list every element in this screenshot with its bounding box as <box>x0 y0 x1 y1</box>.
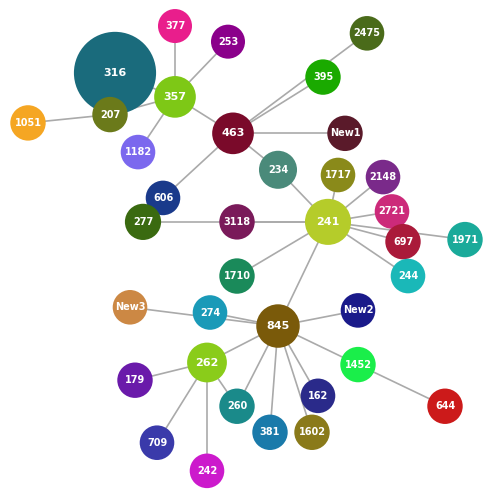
Text: 260: 260 <box>227 401 247 411</box>
Point <box>314 392 322 400</box>
Point <box>233 402 241 410</box>
Text: 395: 395 <box>313 72 333 82</box>
Point <box>334 171 342 179</box>
Point <box>134 148 142 156</box>
Text: 1051: 1051 <box>14 118 42 128</box>
Text: 381: 381 <box>260 428 280 438</box>
Text: 262: 262 <box>195 358 219 368</box>
Point <box>324 218 332 226</box>
Text: 242: 242 <box>197 466 217 476</box>
Text: New1: New1 <box>330 128 360 138</box>
Text: 162: 162 <box>308 391 328 401</box>
Text: 606: 606 <box>153 193 173 203</box>
Point <box>203 358 211 366</box>
Text: 244: 244 <box>398 271 418 281</box>
Text: 1182: 1182 <box>124 147 152 157</box>
Point <box>274 322 282 330</box>
Point <box>106 110 114 118</box>
Point <box>308 428 316 436</box>
Text: 2148: 2148 <box>369 172 397 182</box>
Point <box>388 208 396 216</box>
Point <box>159 194 167 202</box>
Point <box>171 22 179 30</box>
Point <box>379 173 387 181</box>
Point <box>206 308 214 316</box>
Text: 241: 241 <box>316 217 339 227</box>
Text: New3: New3 <box>115 302 145 312</box>
Point <box>319 73 327 81</box>
Point <box>274 166 282 174</box>
Text: New2: New2 <box>343 306 373 316</box>
Point <box>111 69 119 77</box>
Text: 1710: 1710 <box>224 271 250 281</box>
Point <box>126 304 134 312</box>
Point <box>399 238 407 246</box>
Point <box>266 428 274 436</box>
Text: 2721: 2721 <box>379 206 406 216</box>
Point <box>354 306 362 314</box>
Point <box>203 467 211 475</box>
Point <box>139 218 147 226</box>
Point <box>461 236 469 244</box>
Text: 1971: 1971 <box>451 234 479 244</box>
Text: 179: 179 <box>125 375 145 385</box>
Text: 234: 234 <box>268 165 288 175</box>
Text: 1602: 1602 <box>299 428 326 438</box>
Text: 274: 274 <box>200 308 220 318</box>
Point <box>341 130 349 138</box>
Text: 3118: 3118 <box>224 217 250 227</box>
Point <box>233 218 241 226</box>
Text: 357: 357 <box>164 92 186 102</box>
Text: 845: 845 <box>266 321 290 331</box>
Text: 277: 277 <box>133 217 153 227</box>
Point <box>224 38 232 46</box>
Point <box>229 130 237 138</box>
Text: 377: 377 <box>165 21 185 31</box>
Point <box>233 272 241 280</box>
Point <box>171 93 179 101</box>
Text: 709: 709 <box>147 438 167 448</box>
Point <box>363 30 371 38</box>
Text: 316: 316 <box>103 68 127 78</box>
Point <box>24 119 32 127</box>
Text: 253: 253 <box>218 36 238 46</box>
Text: 644: 644 <box>435 401 455 411</box>
Text: 463: 463 <box>221 128 245 138</box>
Point <box>131 376 139 384</box>
Text: 697: 697 <box>393 236 413 246</box>
Text: 207: 207 <box>100 110 120 120</box>
Text: 2475: 2475 <box>353 28 381 38</box>
Point <box>153 438 161 446</box>
Text: 1717: 1717 <box>325 170 351 180</box>
Point <box>441 402 449 410</box>
Text: 1452: 1452 <box>344 360 371 370</box>
Point <box>404 272 412 280</box>
Point <box>354 360 362 368</box>
